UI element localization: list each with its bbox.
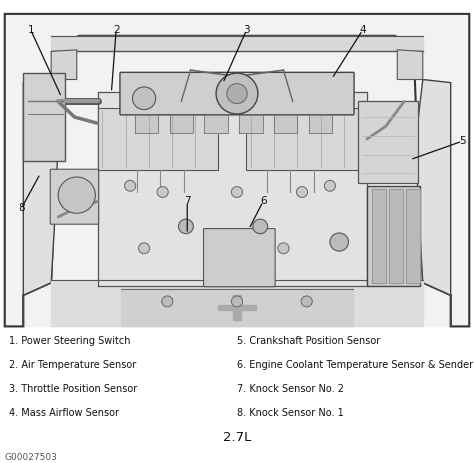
Circle shape <box>231 296 243 307</box>
Text: 7: 7 <box>184 196 191 206</box>
Polygon shape <box>416 80 451 326</box>
Text: 6: 6 <box>260 196 266 206</box>
Polygon shape <box>274 114 297 132</box>
Polygon shape <box>372 189 386 282</box>
Circle shape <box>330 233 348 251</box>
Circle shape <box>157 187 168 198</box>
Circle shape <box>227 84 247 104</box>
Text: 1: 1 <box>27 25 34 35</box>
Text: 2. Air Temperature Sensor: 2. Air Temperature Sensor <box>9 360 137 370</box>
Text: 3: 3 <box>243 25 250 35</box>
Polygon shape <box>389 189 403 282</box>
Text: 2.7L: 2.7L <box>223 431 251 444</box>
FancyBboxPatch shape <box>23 73 65 161</box>
Text: 7. Knock Sensor No. 2: 7. Knock Sensor No. 2 <box>237 384 344 394</box>
Polygon shape <box>204 114 228 132</box>
Text: 5. Crankshaft Position Sensor: 5. Crankshaft Position Sensor <box>237 336 380 346</box>
Text: 5: 5 <box>459 136 465 146</box>
Circle shape <box>301 296 312 307</box>
Circle shape <box>253 219 268 234</box>
Polygon shape <box>98 92 367 286</box>
FancyBboxPatch shape <box>246 107 367 170</box>
Polygon shape <box>5 14 469 326</box>
FancyBboxPatch shape <box>98 107 219 170</box>
Text: 8: 8 <box>18 203 25 213</box>
Text: 4: 4 <box>359 25 366 35</box>
Polygon shape <box>219 305 255 310</box>
Circle shape <box>179 219 193 234</box>
Polygon shape <box>51 280 423 326</box>
Text: 2: 2 <box>113 25 119 35</box>
Circle shape <box>58 177 95 213</box>
Circle shape <box>278 243 289 254</box>
Circle shape <box>132 87 155 110</box>
FancyBboxPatch shape <box>367 186 420 286</box>
Circle shape <box>138 243 150 254</box>
Polygon shape <box>51 36 423 51</box>
Polygon shape <box>406 189 420 282</box>
FancyBboxPatch shape <box>120 72 354 115</box>
Circle shape <box>231 187 243 198</box>
Text: 4. Mass Airflow Sensor: 4. Mass Airflow Sensor <box>9 408 119 418</box>
Text: 6. Engine Coolant Temperature Sensor & Sender: 6. Engine Coolant Temperature Sensor & S… <box>237 360 473 370</box>
Text: 3. Throttle Position Sensor: 3. Throttle Position Sensor <box>9 384 138 394</box>
Polygon shape <box>135 114 158 132</box>
Circle shape <box>162 296 173 307</box>
Circle shape <box>125 180 136 191</box>
Polygon shape <box>121 289 353 326</box>
Circle shape <box>216 73 258 114</box>
Polygon shape <box>23 80 58 326</box>
Polygon shape <box>309 114 332 132</box>
Text: 8. Knock Sensor No. 1: 8. Knock Sensor No. 1 <box>237 408 344 418</box>
FancyBboxPatch shape <box>50 169 99 224</box>
Polygon shape <box>239 114 263 132</box>
Polygon shape <box>170 114 193 132</box>
FancyBboxPatch shape <box>203 229 275 287</box>
Polygon shape <box>397 50 423 80</box>
FancyBboxPatch shape <box>358 101 418 182</box>
Text: 1. Power Steering Switch: 1. Power Steering Switch <box>9 336 131 346</box>
Polygon shape <box>5 14 469 326</box>
Circle shape <box>324 180 336 191</box>
Polygon shape <box>51 50 77 80</box>
Polygon shape <box>233 295 241 320</box>
Text: G00027503: G00027503 <box>5 453 58 462</box>
Circle shape <box>296 187 308 198</box>
